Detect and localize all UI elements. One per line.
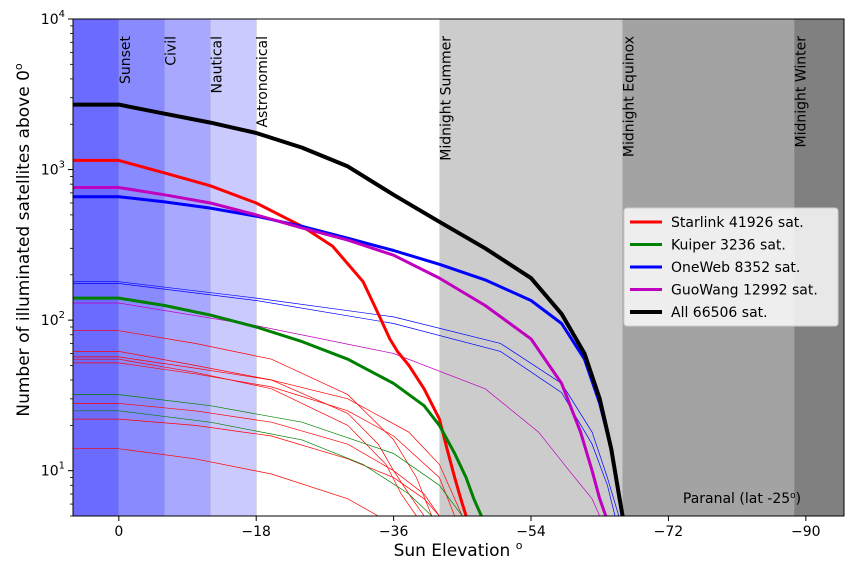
band-labels: Sunset Civil Nautical Astronomical Midnight …	[118, 35, 810, 160]
band-sunset	[118, 19, 165, 516]
legend-label-oneweb: OneWeb 8352 sat.	[671, 260, 800, 276]
x-tick-label: −18	[241, 524, 271, 540]
legend-box	[623, 207, 839, 327]
thin-line-8	[73, 330, 433, 516]
thin-line-6	[73, 362, 456, 516]
individual-shell-lines	[73, 281, 620, 516]
y-axis-ticks: 101 102 103 104	[41, 9, 73, 517]
series-line-all	[73, 102, 625, 516]
y-tick-label: 104	[41, 9, 65, 28]
y-tick-label: 101	[41, 461, 65, 480]
x-tick-label: −72	[654, 524, 684, 540]
legend-label-kuiper: Kuiper 3236 sat.	[671, 238, 786, 254]
series-line-kuiper	[73, 296, 483, 516]
thin-line-5	[73, 448, 379, 516]
band-daylight	[73, 19, 119, 516]
band-label-nautical: Nautical	[209, 36, 225, 93]
series-line-guowang	[73, 186, 608, 516]
x-axis-ticks: 0 −18 −36 −54 −72 −90	[114, 516, 821, 540]
thin-line-1	[73, 351, 425, 516]
x-tick-label: −54	[516, 524, 546, 540]
x-axis-label: Sun Elevation o	[394, 539, 523, 561]
band-label-midnight-equinox: Midnight Equinox	[622, 36, 638, 157]
thin-line-10	[73, 410, 433, 516]
thin-line-3	[73, 403, 440, 516]
band-label-midnight-winter: Midnight Winter	[793, 36, 809, 148]
legend-label-guowang: GuoWang 12992 sat.	[671, 283, 818, 299]
band-label-civil: Civil	[164, 36, 180, 66]
legend: Starlink 41926 sat. Kuiper 3236 sat. OneWe…	[623, 207, 839, 327]
thin-line-2	[73, 358, 417, 516]
y-tick-label: 103	[41, 160, 65, 179]
thin-line-13	[73, 302, 601, 516]
x-tick-label: −36	[379, 524, 409, 540]
band-civil	[164, 19, 211, 516]
band-label-sunset: Sunset	[118, 35, 134, 84]
legend-label-starlink: Starlink 41926 sat.	[671, 215, 804, 231]
band-label-midnight-summer: Midnight Summer	[438, 36, 454, 161]
constellation-lines	[73, 102, 625, 516]
y-tick-label: 102	[41, 310, 65, 329]
band-label-astronomical: Astronomical	[255, 36, 271, 128]
x-tick-label: 0	[114, 524, 123, 540]
y-axis-label: Number of illuminated satellites above 0…	[12, 63, 34, 417]
x-tick-label: −90	[791, 524, 821, 540]
thin-line-11	[73, 281, 620, 516]
plot-frame	[72, 18, 845, 517]
series-line-starlink	[73, 158, 468, 516]
thin-line-12	[73, 283, 616, 516]
thin-line-4	[73, 418, 440, 516]
thin-line-7	[73, 356, 463, 516]
thin-line-9	[73, 394, 463, 516]
location-annotation: Paranal (lat -25o)	[683, 491, 801, 507]
legend-label-all: All 66506 sat.	[671, 305, 768, 321]
